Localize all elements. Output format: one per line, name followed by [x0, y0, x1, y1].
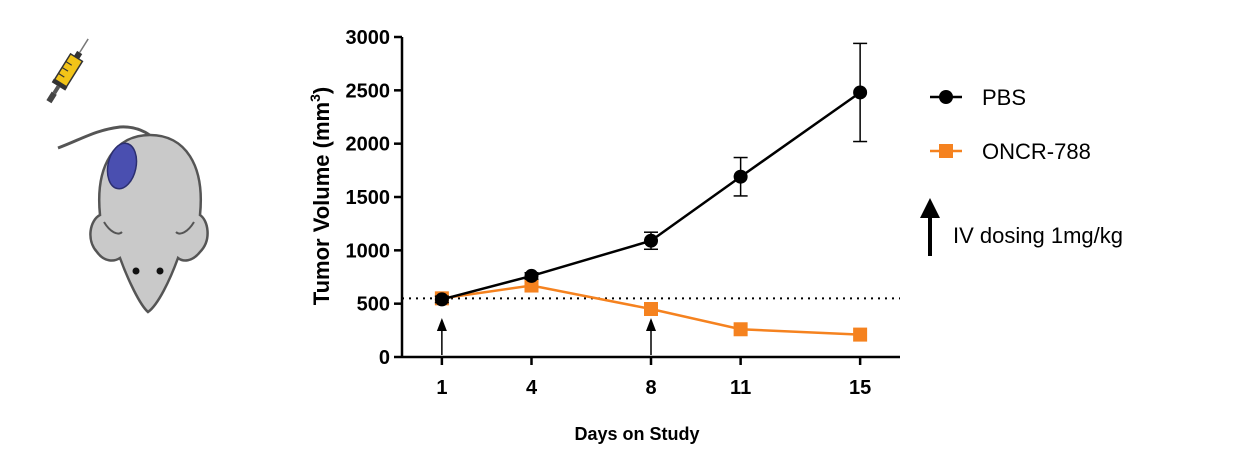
mouse-illustration-icon — [57, 125, 209, 314]
x-tick-label: 1 — [436, 377, 447, 399]
legend: PBS ONCR-788 IV dosing 1mg/kg — [920, 85, 1123, 256]
chart: 0 500 1000 1500 2000 2500 3000 1 4 8 11 15 — [346, 27, 900, 399]
data-point-oncr-788 — [524, 278, 539, 293]
mouse-ear-right — [175, 221, 195, 235]
data-point-oncr-788 — [644, 302, 658, 316]
data-point-pbs — [434, 292, 449, 307]
mouse-eye-right — [156, 267, 164, 275]
y-tick-label: 0 — [379, 347, 390, 369]
legend-dosing-label: IV dosing 1mg/kg — [953, 223, 1123, 248]
y-tick-label: 500 — [357, 294, 390, 316]
data-point-oncr-788 — [853, 327, 868, 342]
x-tick-label: 11 — [730, 377, 751, 399]
syringe-barrel — [53, 52, 84, 88]
mouse-tail — [57, 125, 157, 150]
tumor-icon — [106, 142, 138, 190]
data-point-pbs — [733, 169, 748, 184]
data-point-oncr-788 — [733, 322, 748, 337]
legend-pbs-marker — [939, 90, 953, 104]
x-axis-title: Days on Study — [574, 424, 699, 444]
data-point-pbs — [644, 233, 658, 248]
y-tick-label: 1000 — [346, 240, 391, 262]
syringe-icon — [46, 38, 89, 104]
syringe-plunger-end — [46, 91, 57, 104]
syringe-needle — [79, 38, 89, 53]
legend-oncr-label: ONCR-788 — [982, 139, 1091, 164]
data-point-pbs — [524, 268, 539, 283]
y-tick-label: 3000 — [346, 27, 391, 49]
y-tick-label: 2000 — [346, 134, 391, 156]
legend-dosing-arrow-icon — [920, 198, 940, 256]
y-axis-title: Tumor Volume (mm3) — [307, 87, 334, 305]
dosing-arrow-head — [646, 318, 656, 331]
y-tick-label: 1500 — [346, 187, 391, 209]
x-tick-label: 8 — [645, 377, 656, 399]
dosing-arrow-head — [436, 318, 447, 331]
mouse-eye-left — [132, 267, 140, 275]
series-line-pbs — [441, 91, 861, 301]
mouse-ear-left — [103, 221, 123, 235]
legend-pbs-label: PBS — [982, 85, 1026, 110]
y-tick-label: 2500 — [346, 80, 391, 102]
legend-oncr-marker — [939, 144, 953, 158]
data-point-pbs — [853, 85, 868, 100]
x-tick-label: 15 — [849, 377, 871, 399]
x-tick-label: 4 — [526, 377, 538, 399]
